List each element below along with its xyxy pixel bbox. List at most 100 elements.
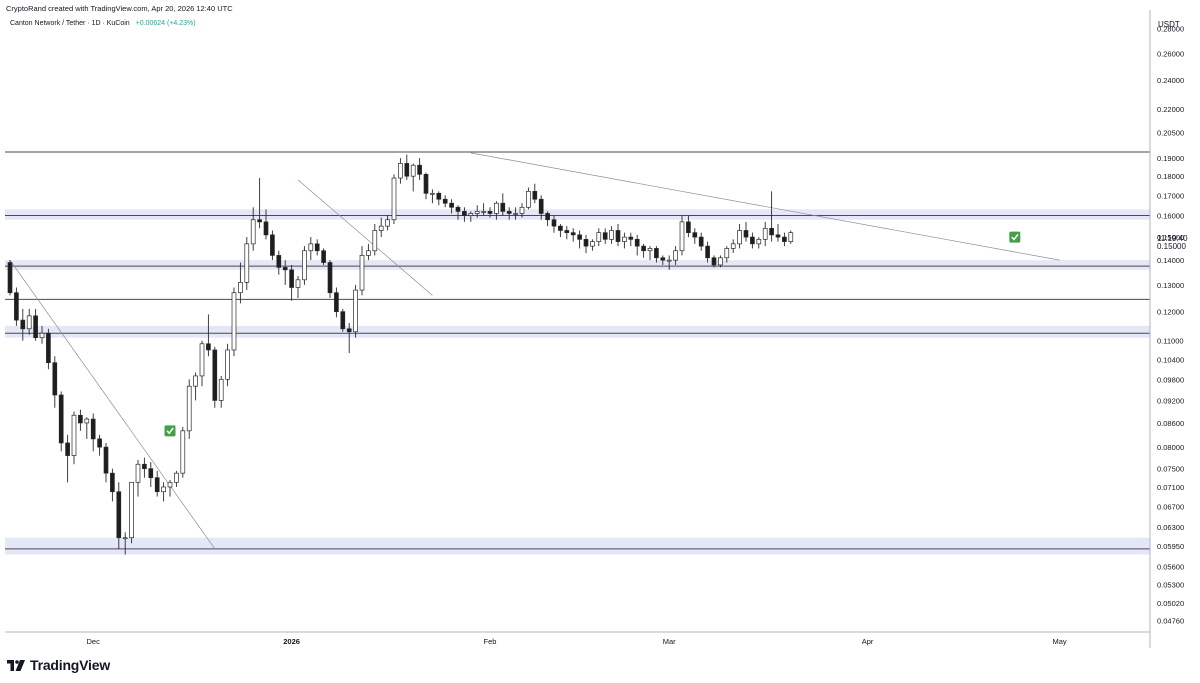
candle-body [417,164,422,175]
candle [180,426,186,478]
candle [225,343,230,387]
candle-body [462,211,467,216]
price-tick-label: 0.07100 [1157,483,1184,492]
check-icon [166,427,174,435]
candle-body [33,315,38,339]
candle [308,237,314,261]
candle-body [775,234,781,238]
candle [436,191,442,206]
candle-body [71,414,77,456]
candle-body [7,262,13,294]
candle-body [78,414,83,424]
candle-body [154,477,160,493]
candle [769,191,774,242]
candle-body [340,311,346,330]
candle-body [366,250,371,256]
last-price-label: 0.15000 [1157,242,1186,251]
candle-body [577,234,582,240]
candle [314,239,320,256]
candle-body [135,463,141,483]
candle-body [513,213,518,215]
candle [692,228,698,244]
price-unit: USDT [1158,20,1180,29]
price-tick-label: 0.13000 [1157,281,1184,290]
candle [724,246,730,263]
candle-body [180,430,186,474]
candle-body [378,225,384,231]
candle-body [314,243,320,252]
candle-body [238,281,243,294]
candle-body [686,221,691,234]
price-tick-label: 0.16000 [1157,212,1184,221]
candle-body [481,211,486,213]
candle [238,262,243,304]
candle [58,391,64,452]
tradingview-brand[interactable]: TradingView [7,657,110,673]
candle [628,232,634,247]
price-tick-label: 0.05950 [1157,542,1184,551]
candle [302,246,307,285]
candle [206,314,211,357]
candle-body [65,442,70,456]
candle-body [692,232,698,238]
candle-body [231,292,237,351]
candle [756,237,762,249]
candle-body [698,236,704,247]
candle [231,287,237,357]
candle-body [654,248,659,259]
candle-body [174,472,179,483]
candle [346,322,352,354]
time-tick-label: Mar [663,637,676,646]
countdown-label: 11:19:40 [1157,234,1188,243]
candle [122,532,128,555]
price-tick-label: 0.17000 [1157,191,1184,200]
check-badge [1009,231,1021,243]
candle-body [161,486,166,493]
support-zones [5,209,1150,555]
candle [596,228,602,247]
candle-body [769,227,774,236]
candle-body [500,202,506,212]
price-tick-label: 0.08600 [1157,419,1184,428]
candle [622,232,627,249]
candle [353,284,358,338]
check-badge [164,425,176,437]
price-tick-label: 0.15000 [1157,233,1184,242]
price-tick-label: 0.24000 [1157,76,1184,85]
price-tick-label: 0.10400 [1157,355,1184,364]
candle [391,174,397,224]
candle [513,207,518,220]
candle [372,223,378,256]
price-tick-label: 0.20500 [1157,129,1184,138]
price-tick-label: 0.18000 [1157,172,1184,181]
candle-body [26,315,32,330]
candle-body [718,257,723,266]
candle [558,223,563,238]
candle-body [308,243,314,252]
price-tick-label: 0.09800 [1157,375,1184,384]
candle-body [295,279,301,288]
candle [14,287,19,326]
candle [570,228,576,242]
candle [538,195,544,220]
brand-name: TradingView [30,657,111,673]
candle [71,411,77,465]
candle [250,207,256,251]
candle-body [385,219,390,227]
candle [129,481,134,544]
candle [33,308,38,341]
candle [90,413,96,452]
candle-body [423,173,429,194]
candle-body [436,192,442,200]
candle-body [430,192,435,195]
candle-body [353,289,358,333]
candle-body [289,269,294,288]
candle [551,215,557,233]
candle-body [404,163,410,177]
candle [590,239,595,251]
price-tick-label: 0.05020 [1157,599,1184,608]
candle-body [39,332,45,339]
candle-body [270,234,275,256]
candle [417,158,422,180]
